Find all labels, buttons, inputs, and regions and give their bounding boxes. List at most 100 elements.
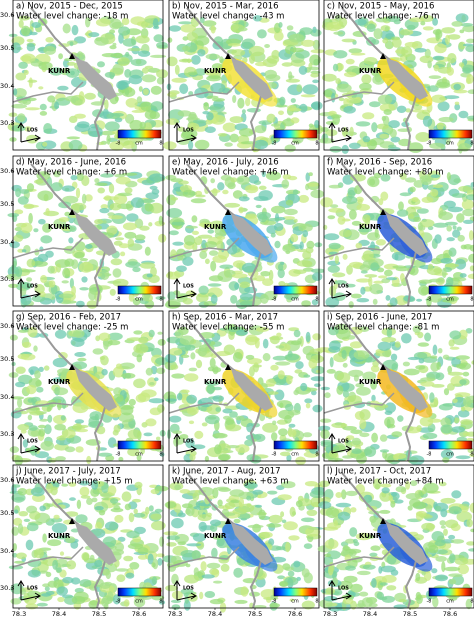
terrain-speckle <box>272 421 276 426</box>
terrain-speckle <box>222 190 228 195</box>
terrain-speckle <box>14 497 24 501</box>
terrain-speckle <box>15 73 26 81</box>
terrain-speckle <box>331 114 342 118</box>
terrain-speckle <box>114 241 123 246</box>
panel-title: d) May, 2016 - June, 2016 <box>16 158 126 168</box>
terrain-speckle <box>357 571 371 575</box>
terrain-speckle <box>245 97 250 106</box>
terrain-speckle <box>158 339 166 346</box>
terrain-speckle <box>249 46 265 56</box>
terrain-speckle <box>138 337 148 344</box>
terrain-speckle <box>79 262 93 273</box>
colorbar-unit: cm <box>135 599 143 605</box>
lon-tick-label: 78.4 <box>52 610 66 618</box>
terrain-speckle <box>255 125 267 133</box>
terrain-speckle <box>181 355 190 358</box>
terrain-speckle <box>356 121 371 126</box>
terrain-speckle <box>463 372 470 377</box>
terrain-speckle <box>410 187 416 193</box>
terrain-speckle <box>267 114 276 123</box>
terrain-speckle <box>171 600 181 603</box>
terrain-speckle <box>371 365 380 372</box>
terrain-speckle <box>333 50 347 58</box>
terrain-speckle <box>299 104 307 113</box>
terrain-speckle <box>21 26 30 36</box>
terrain-speckle <box>463 396 471 407</box>
terrain-speckle <box>345 566 356 571</box>
terrain-speckle <box>145 203 153 212</box>
terrain-speckle <box>371 122 377 132</box>
terrain-speckle <box>305 481 318 486</box>
terrain-speckle <box>391 354 397 361</box>
terrain-speckle <box>363 565 376 570</box>
terrain-speckle <box>233 352 243 362</box>
terrain-speckle <box>330 146 342 153</box>
terrain-speckle <box>339 98 345 102</box>
terrain-speckle <box>38 254 49 262</box>
terrain-speckle <box>441 526 446 529</box>
terrain-speckle <box>103 220 107 223</box>
colorbar-unit: cm <box>135 452 143 458</box>
terrain-speckle <box>451 21 462 27</box>
terrain-speckle <box>326 507 340 518</box>
terrain-speckle <box>346 335 355 340</box>
colorbar-max: 8 <box>315 297 318 303</box>
terrain-speckle <box>343 546 351 550</box>
terrain-speckle <box>89 416 100 427</box>
lon-tick-label: 78.3 <box>168 610 182 618</box>
terrain-speckle <box>209 250 218 256</box>
terrain-speckle <box>420 381 434 386</box>
terrain-speckle <box>369 101 381 107</box>
terrain-speckle <box>217 500 222 507</box>
lon-tick-label: 78.6 <box>443 610 457 618</box>
terrain-speckle <box>352 438 361 446</box>
terrain-speckle <box>81 495 91 498</box>
terrain-speckle <box>275 361 290 365</box>
terrain-speckle <box>398 201 404 210</box>
terrain-speckle <box>33 345 37 351</box>
colorbar-unit: cm <box>135 297 143 303</box>
colorbar <box>274 588 317 596</box>
terrain-speckle <box>342 39 356 43</box>
colorbar-min: -8 <box>272 599 277 605</box>
terrain-speckle <box>37 603 48 607</box>
terrain-speckle <box>28 570 41 578</box>
terrain-speckle <box>189 454 195 461</box>
terrain-speckle <box>77 358 86 362</box>
terrain-speckle <box>437 123 444 130</box>
terrain-speckle <box>382 487 390 493</box>
los-label: LOS <box>27 439 38 445</box>
terrain-speckle <box>139 86 143 92</box>
terrain-speckle <box>269 515 283 524</box>
terrain-speckle <box>99 333 111 342</box>
terrain-speckle <box>157 332 162 335</box>
terrain-speckle <box>47 407 51 412</box>
terrain-speckle <box>84 93 96 100</box>
terrain-speckle <box>10 446 19 453</box>
terrain-speckle <box>57 86 68 91</box>
terrain-speckle <box>182 503 193 508</box>
terrain-speckle <box>449 330 461 339</box>
terrain-speckle <box>379 134 389 139</box>
terrain-speckle <box>224 203 240 208</box>
site-label: KUNR <box>48 378 71 386</box>
terrain-speckle <box>77 51 83 57</box>
terrain-speckle <box>415 365 425 370</box>
terrain-speckle <box>167 291 175 300</box>
terrain-speckle <box>202 574 215 578</box>
terrain-speckle <box>63 24 71 34</box>
terrain-speckle <box>98 453 113 457</box>
colorbar-min: -8 <box>272 452 277 458</box>
terrain-speckle <box>152 577 157 585</box>
terrain-speckle <box>223 416 231 420</box>
terrain-speckle <box>65 96 79 102</box>
terrain-speckle <box>110 498 118 504</box>
terrain-speckle <box>440 424 452 433</box>
terrain-speckle <box>94 219 103 224</box>
terrain-speckle <box>195 195 206 198</box>
terrain-speckle <box>82 194 87 204</box>
terrain-speckle <box>320 127 329 132</box>
terrain-speckle <box>129 562 139 570</box>
terrain-speckle <box>112 43 116 46</box>
